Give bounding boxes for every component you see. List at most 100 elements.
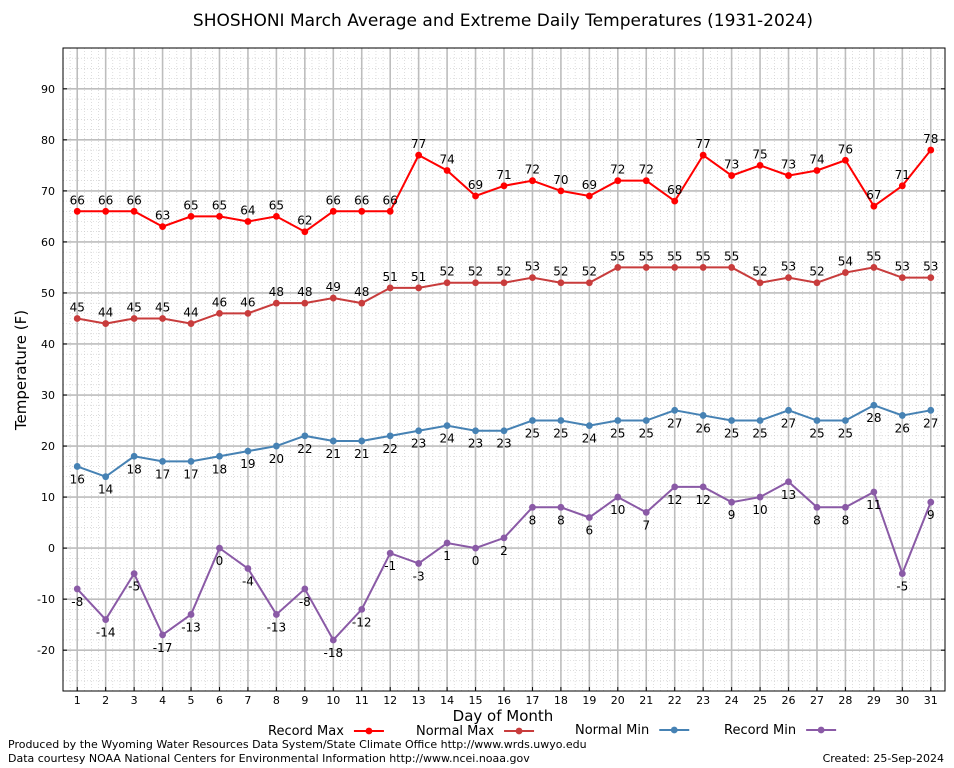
normal-min-point bbox=[73, 463, 81, 470]
record-min-data-label: 8 bbox=[557, 513, 565, 527]
x-tick-label: 18 bbox=[554, 694, 568, 707]
normal-max-point bbox=[785, 274, 792, 282]
record-max-data-label: 69 bbox=[582, 178, 597, 192]
normal-min-point bbox=[898, 412, 906, 419]
x-tick-label: 2 bbox=[102, 694, 109, 707]
record-max-point bbox=[842, 156, 849, 164]
normal-min-point bbox=[728, 417, 736, 424]
record-min-data-label: 0 bbox=[472, 554, 480, 568]
normal-min-point bbox=[614, 417, 622, 424]
normal-min-point bbox=[443, 422, 451, 430]
record-max-point bbox=[415, 151, 423, 159]
record-max-data-label: 66 bbox=[126, 193, 141, 207]
x-tick-label: 5 bbox=[188, 694, 195, 707]
normal-max-data-label: 52 bbox=[439, 265, 454, 279]
normal-min-data-label: 26 bbox=[895, 421, 910, 435]
record-max-data-label: 63 bbox=[155, 209, 170, 223]
record-max-point bbox=[585, 192, 593, 200]
normal-min-data-label: 16 bbox=[70, 472, 85, 486]
normal-min-point bbox=[870, 401, 878, 409]
record-max-point bbox=[301, 228, 309, 236]
normal-max-data-label: 44 bbox=[98, 306, 113, 320]
normal-min-point bbox=[642, 417, 650, 424]
legend-label: Record Min bbox=[724, 723, 796, 738]
normal-max-point bbox=[358, 299, 366, 307]
normal-max-data-label: 44 bbox=[183, 306, 198, 320]
record-min-point bbox=[102, 616, 110, 623]
normal-min-data-label: 25 bbox=[838, 427, 853, 441]
record-max-data-label: 73 bbox=[724, 158, 739, 172]
normal-min-point bbox=[699, 412, 707, 419]
legend-swatch-marker bbox=[365, 727, 373, 735]
normal-min-data-label: 18 bbox=[126, 462, 141, 476]
normal-max-data-label: 53 bbox=[781, 260, 796, 274]
record-min-data-label: -14 bbox=[96, 626, 116, 640]
record-max-point bbox=[272, 213, 280, 220]
normal-max-point bbox=[500, 279, 508, 287]
series-record-max: 66 66 66 63 65 65 64 65 62 66 66 66 77 74 69 71 72 70 69 72… bbox=[70, 132, 938, 236]
record-min-data-label: -12 bbox=[352, 615, 372, 629]
legend-item-normal-min: Normal Min bbox=[575, 723, 690, 738]
record-max-point bbox=[159, 223, 166, 231]
record-max-point bbox=[358, 207, 366, 215]
normal-min-point bbox=[472, 427, 479, 435]
normal-min-point bbox=[415, 427, 423, 435]
x-tick-label: 6 bbox=[216, 694, 223, 707]
record-max-data-label: 71 bbox=[895, 168, 910, 182]
normal-min-data-label: 21 bbox=[326, 447, 341, 461]
normal-min-point bbox=[785, 406, 792, 414]
normal-max-data-label: 49 bbox=[326, 280, 341, 294]
record-max-point bbox=[73, 207, 81, 215]
record-max-data-label: 64 bbox=[240, 204, 255, 218]
record-min-point bbox=[443, 539, 451, 547]
normal-max-data-label: 52 bbox=[752, 265, 767, 279]
legend: Record Max Normal Max Normal Min Record Min bbox=[268, 723, 837, 739]
normal-min-point bbox=[529, 417, 536, 424]
normal-max-data-label: 54 bbox=[838, 255, 853, 269]
record-min-data-label: 0 bbox=[216, 554, 224, 568]
normal-max-point bbox=[159, 315, 166, 322]
record-min-data-label: 9 bbox=[927, 508, 935, 522]
normal-min-point bbox=[671, 406, 679, 414]
normal-max-point bbox=[102, 320, 110, 327]
normal-min-data-label: 26 bbox=[696, 421, 711, 435]
record-min-data-label: 13 bbox=[781, 488, 796, 502]
normal-min-data-label: 25 bbox=[752, 427, 767, 441]
x-tick-label: 25 bbox=[753, 694, 767, 707]
record-max-data-label: 66 bbox=[326, 193, 341, 207]
record-max-data-label: 65 bbox=[183, 198, 198, 212]
normal-max-data-label: 53 bbox=[923, 260, 938, 274]
record-max-point bbox=[216, 213, 223, 220]
record-min-data-label: 6 bbox=[586, 523, 594, 537]
legend-swatch-marker bbox=[670, 726, 678, 734]
normal-min-data-label: 19 bbox=[240, 457, 255, 471]
chart-title: SHOSHONI March Average and Extreme Daily… bbox=[193, 11, 813, 31]
normal-max-point bbox=[443, 279, 451, 287]
record-min-point bbox=[329, 636, 337, 644]
x-tick-label: 16 bbox=[497, 694, 511, 707]
record-max-point bbox=[500, 182, 508, 190]
normal-max-data-label: 52 bbox=[468, 265, 483, 279]
normal-max-point bbox=[386, 284, 394, 292]
normal-max-point bbox=[529, 274, 536, 282]
normal-max-point bbox=[130, 315, 138, 322]
normal-min-data-label: 23 bbox=[496, 437, 511, 451]
record-max-data-label: 72 bbox=[610, 163, 625, 177]
normal-max-point bbox=[244, 309, 252, 317]
normal-max-point bbox=[927, 274, 935, 282]
normal-max-data-label: 53 bbox=[895, 260, 910, 274]
normal-min-point bbox=[187, 457, 195, 465]
record-max-point bbox=[870, 202, 878, 210]
record-min-point bbox=[216, 544, 223, 552]
record-min-point bbox=[415, 560, 423, 567]
x-tick-label: 17 bbox=[525, 694, 539, 707]
record-max-data-label: 68 bbox=[667, 183, 682, 197]
record-min-data-label: 1 bbox=[443, 549, 451, 563]
record-min-point bbox=[728, 498, 736, 506]
normal-max-data-label: 52 bbox=[496, 265, 511, 279]
record-max-data-label: 77 bbox=[696, 137, 711, 151]
normal-min-data-label: 22 bbox=[383, 442, 398, 456]
normal-min-data-label: 25 bbox=[809, 427, 824, 441]
record-max-data-label: 62 bbox=[297, 214, 312, 228]
normal-max-data-label: 52 bbox=[553, 265, 568, 279]
